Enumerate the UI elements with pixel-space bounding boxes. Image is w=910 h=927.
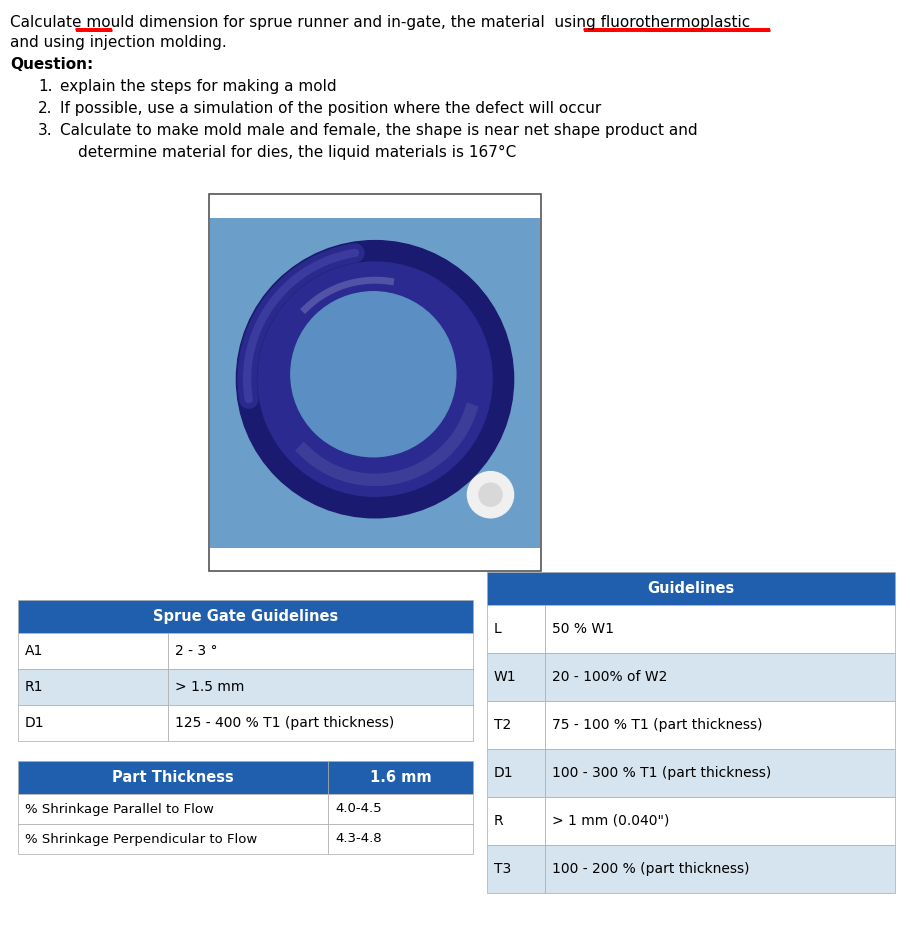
Bar xyxy=(545,605,895,653)
Circle shape xyxy=(479,483,502,506)
Bar xyxy=(328,761,473,794)
Bar xyxy=(18,669,168,705)
Text: D1: D1 xyxy=(494,766,513,780)
Text: 4.0-4.5: 4.0-4.5 xyxy=(335,803,381,816)
Text: Calculate to make mold male and female, the shape is near net shape product and: Calculate to make mold male and female, … xyxy=(60,123,698,138)
Bar xyxy=(328,824,473,854)
Text: Sprue Gate Guidelines: Sprue Gate Guidelines xyxy=(153,609,339,624)
Text: explain the steps for making a mold: explain the steps for making a mold xyxy=(60,79,337,94)
Text: R: R xyxy=(494,814,503,828)
Text: > 1.5 mm: > 1.5 mm xyxy=(175,680,245,694)
Text: Part Thickness: Part Thickness xyxy=(112,770,234,785)
Bar xyxy=(545,701,895,749)
Text: % Shrinkage Parallel to Flow: % Shrinkage Parallel to Flow xyxy=(25,803,214,816)
Bar xyxy=(18,794,328,824)
Bar xyxy=(18,824,328,854)
Bar xyxy=(168,633,473,669)
Bar xyxy=(18,600,473,633)
Bar xyxy=(545,845,895,893)
Text: 75 - 100 % T1 (part thickness): 75 - 100 % T1 (part thickness) xyxy=(552,718,763,732)
Text: Question:: Question: xyxy=(10,57,93,72)
Text: D1: D1 xyxy=(25,716,45,730)
Text: 20 - 100% of W2: 20 - 100% of W2 xyxy=(552,670,667,684)
Circle shape xyxy=(258,262,492,496)
Bar xyxy=(18,705,168,741)
Bar xyxy=(168,705,473,741)
Circle shape xyxy=(291,292,456,457)
Text: 125 - 400 % T1 (part thickness): 125 - 400 % T1 (part thickness) xyxy=(175,716,394,730)
Bar xyxy=(328,794,473,824)
Text: 2 - 3 °: 2 - 3 ° xyxy=(175,644,217,658)
Text: 4.3-4.8: 4.3-4.8 xyxy=(335,832,381,845)
Bar xyxy=(545,749,895,797)
Circle shape xyxy=(468,472,513,518)
Bar xyxy=(545,797,895,845)
Text: 100 - 300 % T1 (part thickness): 100 - 300 % T1 (part thickness) xyxy=(552,766,772,780)
Bar xyxy=(487,605,545,653)
Text: 3.: 3. xyxy=(38,123,53,138)
Bar xyxy=(18,761,328,794)
Text: 1.: 1. xyxy=(38,79,53,94)
Text: If possible, use a simulation of the position where the defect will occur: If possible, use a simulation of the pos… xyxy=(60,101,602,116)
Text: and using injection molding.: and using injection molding. xyxy=(10,35,227,50)
Text: Guidelines: Guidelines xyxy=(647,581,734,596)
Circle shape xyxy=(237,241,513,518)
Text: 1.6 mm: 1.6 mm xyxy=(369,770,431,785)
Bar xyxy=(487,653,545,701)
Bar xyxy=(168,669,473,705)
Text: L: L xyxy=(494,622,501,636)
Text: T3: T3 xyxy=(494,862,511,876)
Text: 100 - 200 % (part thickness): 100 - 200 % (part thickness) xyxy=(552,862,750,876)
Text: 2.: 2. xyxy=(38,101,53,116)
Text: 50 % W1: 50 % W1 xyxy=(552,622,614,636)
Text: % Shrinkage Perpendicular to Flow: % Shrinkage Perpendicular to Flow xyxy=(25,832,258,845)
Text: R1: R1 xyxy=(25,680,44,694)
Bar xyxy=(487,797,545,845)
Text: A1: A1 xyxy=(25,644,44,658)
Bar xyxy=(487,845,545,893)
Text: Calculate mould dimension for sprue runner and in-gate, the material  using fluo: Calculate mould dimension for sprue runn… xyxy=(10,15,750,30)
Bar xyxy=(487,572,895,605)
Text: > 1 mm (0.040"): > 1 mm (0.040") xyxy=(552,814,670,828)
Bar xyxy=(545,653,895,701)
Text: T2: T2 xyxy=(494,718,511,732)
Bar xyxy=(487,701,545,749)
Bar xyxy=(209,194,541,571)
Text: W1: W1 xyxy=(494,670,517,684)
Bar xyxy=(18,633,168,669)
Bar xyxy=(487,749,545,797)
Text: determine material for dies, the liquid materials is 167°C: determine material for dies, the liquid … xyxy=(78,145,516,160)
